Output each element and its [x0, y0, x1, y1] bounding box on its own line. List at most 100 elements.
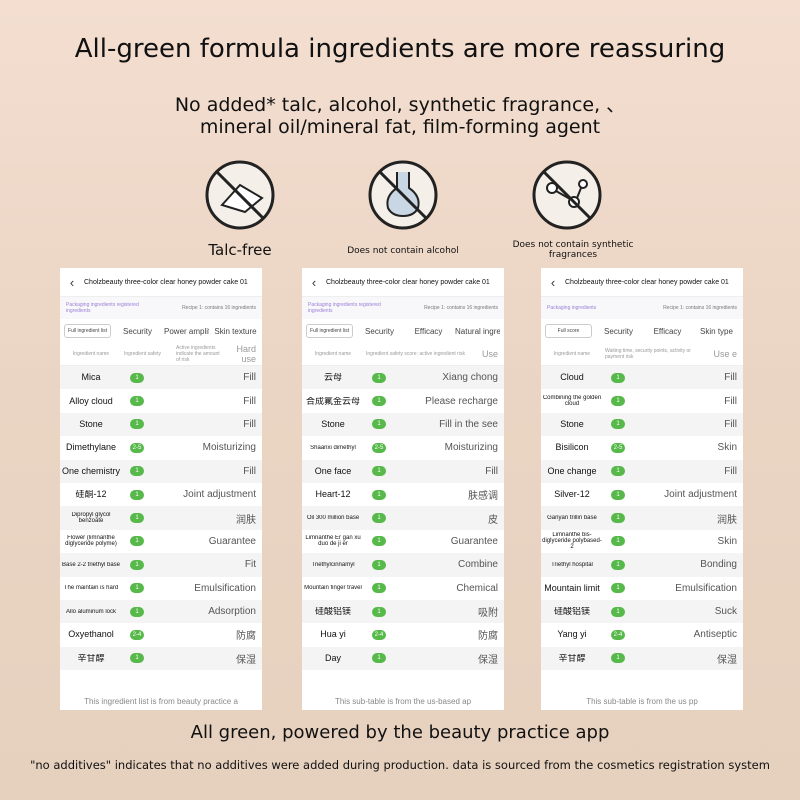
ingredient-use: Adsorption: [208, 606, 256, 618]
tab[interactable]: Skin type: [700, 326, 733, 336]
score-badge: 1: [611, 372, 625, 383]
column-label: Ingredient safety: [124, 351, 161, 357]
ingredient-row: Mountain finger travel 1 Chemical: [302, 577, 504, 600]
tab[interactable]: Security: [123, 326, 152, 336]
tab[interactable]: Full score: [545, 324, 592, 338]
back-button[interactable]: ‹: [311, 274, 317, 290]
icon-label: Does not contain alcohol: [347, 246, 459, 256]
ingredient-name: Stone: [79, 419, 103, 429]
score-badge: 1: [130, 466, 144, 477]
subtitle: No added* talc, alcohol, synthetic fragr…: [174, 94, 626, 116]
score-badge: 2-5: [372, 442, 386, 453]
ingredient-name: 云母: [323, 373, 342, 383]
score-badge: 1: [372, 466, 386, 477]
column-label: Ingredient name: [553, 351, 591, 357]
back-button[interactable]: ‹: [550, 274, 556, 290]
tab[interactable]: Skin texture: [214, 326, 257, 336]
info-bar: Packaging ingredients Recipe 1: contains …: [541, 297, 743, 319]
ingredient-row: Mountain limit 1 Emulsification: [541, 577, 743, 600]
ingredient-row: 云母 1 Xiang chong: [302, 366, 504, 390]
screen-footer: This sub-table is from the us pp: [586, 697, 698, 706]
ingredient-use: Fill in the see: [439, 418, 498, 430]
ingredient-name: 合成氟金云母: [305, 396, 360, 406]
tabs: Full ingredient list Security Efficacy Natu…: [302, 319, 504, 343]
column-label: Ingredient safety score: active ingredie…: [366, 351, 465, 357]
safety-score: 1: [603, 606, 633, 617]
ingredient-row: Dipropyl glycol benzoate 1 润肤: [60, 506, 262, 530]
ingredient-row: Dimethylane 2-5 Moisturizing: [60, 436, 262, 459]
ingredient-use: Suck: [714, 606, 737, 618]
score-badge: 2-5: [130, 442, 144, 453]
safety-score: 1: [122, 583, 152, 594]
score-badge: 1: [611, 513, 625, 524]
ingredient-name: Triethylcinnamyl: [311, 561, 355, 568]
ingredient-row: Triethyl hospital 1 Bonding: [541, 553, 743, 577]
tab[interactable]: Efficacy: [414, 326, 443, 336]
ingredient-use: 防腐: [236, 631, 256, 643]
ingredient-row: The maintain is hard 1 Emulsification: [60, 577, 262, 600]
ingredient-name: Triethyl hospital: [551, 561, 593, 568]
back-button[interactable]: ‹: [69, 274, 75, 290]
safety-score: 1: [603, 372, 633, 383]
score-badge: 1: [130, 419, 144, 430]
ingredient-row: 合成氟金云母 1 Please recharge: [302, 389, 504, 412]
score-badge: 1: [372, 653, 386, 664]
safety-score: 2-5: [364, 442, 394, 453]
tabs: Full ingredient list Security Power amplif…: [60, 319, 262, 343]
screen-footer: This sub-table is from the us-based ap: [334, 697, 472, 706]
ingredient-row: One change 1 Fill: [541, 459, 743, 483]
ingredient-name: Base 2-2 triethyl base: [61, 561, 121, 568]
ingredient-row: Stone 1 Fill in the see: [302, 412, 504, 437]
ingredient-use: Fill: [724, 418, 737, 430]
score-badge: 1: [130, 372, 144, 383]
tab[interactable]: Natural ingredients: [455, 326, 500, 336]
ingredient-name: 辛甘醇: [77, 653, 105, 663]
score-badge: 1: [611, 583, 625, 594]
tab[interactable]: Security: [365, 326, 394, 336]
ingredient-row: Oxyethanol 2-4 防腐: [60, 623, 262, 646]
column-label: Active ingredients indicate the amount o…: [176, 345, 220, 363]
ingredient-use: Fill: [724, 465, 737, 477]
score-badge: 2-5: [611, 442, 625, 453]
ingredient-name: Day: [324, 653, 341, 663]
ingredient-name: One change: [547, 466, 597, 476]
info-right: Recipe 1: contains 16 ingredients: [182, 305, 256, 311]
alcohol-icon: [368, 160, 438, 230]
column-header: Ingredient name Ingredient safety score: …: [302, 343, 504, 366]
score-badge: 2-4: [130, 629, 144, 640]
tab[interactable]: Efficacy: [653, 326, 682, 336]
ingredient-name: 硅酸铝镁: [314, 607, 351, 617]
title: All-green formula ingredients are more r…: [74, 34, 726, 64]
safety-score: 1: [364, 396, 394, 407]
tab[interactable]: Security: [604, 326, 633, 336]
ingredient-row: Base 2-2 triethyl base 1 Fit: [60, 553, 262, 577]
tab[interactable]: Power amplifier: [164, 326, 209, 336]
score-badge: 1: [130, 559, 144, 570]
score-badge: 2-4: [611, 629, 625, 640]
screen-title: Cholzbeauty three-color clear honey powd…: [84, 278, 248, 286]
safety-score: 1: [122, 606, 152, 617]
ingredient-row: Mica 1 Fill: [60, 366, 262, 390]
tab[interactable]: Full ingredient list: [306, 324, 353, 338]
ingredient-row: Limnanthe Er gan xu duo de ji er 1 Guarant…: [302, 530, 504, 553]
score-badge: 1: [130, 396, 144, 407]
ingredient-row: Limnanthe bis-diglyceride polybased-2 1 Sk…: [541, 530, 743, 553]
column-label: Waiting time, security points, activity …: [605, 348, 691, 360]
ingredient-use: Joint adjustment: [664, 489, 737, 501]
ingredient-name: 硅酸铝镁: [553, 607, 590, 617]
ingredient-name: Heart-12: [315, 490, 351, 500]
ingredient-name: The maintain is hard: [63, 585, 119, 592]
ingredient-row: Allo aluminum lock 1 Adsorption: [60, 599, 262, 624]
score-badge: 1: [372, 419, 386, 430]
safety-score: 1: [122, 653, 152, 664]
score-badge: 1: [372, 536, 386, 547]
ingredient-name: One chemistry: [61, 466, 121, 476]
tab[interactable]: Full ingredient list: [64, 324, 111, 338]
screen-header: ‹ Cholzbeauty three-color clear honey pow…: [60, 268, 262, 297]
ingredient-name: One face: [314, 466, 352, 476]
safety-score: 1: [364, 372, 394, 383]
safety-score: 1: [364, 536, 394, 547]
ingredient-use: 皮: [488, 514, 498, 526]
subtitle: mineral oil/mineral fat, film-forming ag…: [199, 116, 601, 138]
